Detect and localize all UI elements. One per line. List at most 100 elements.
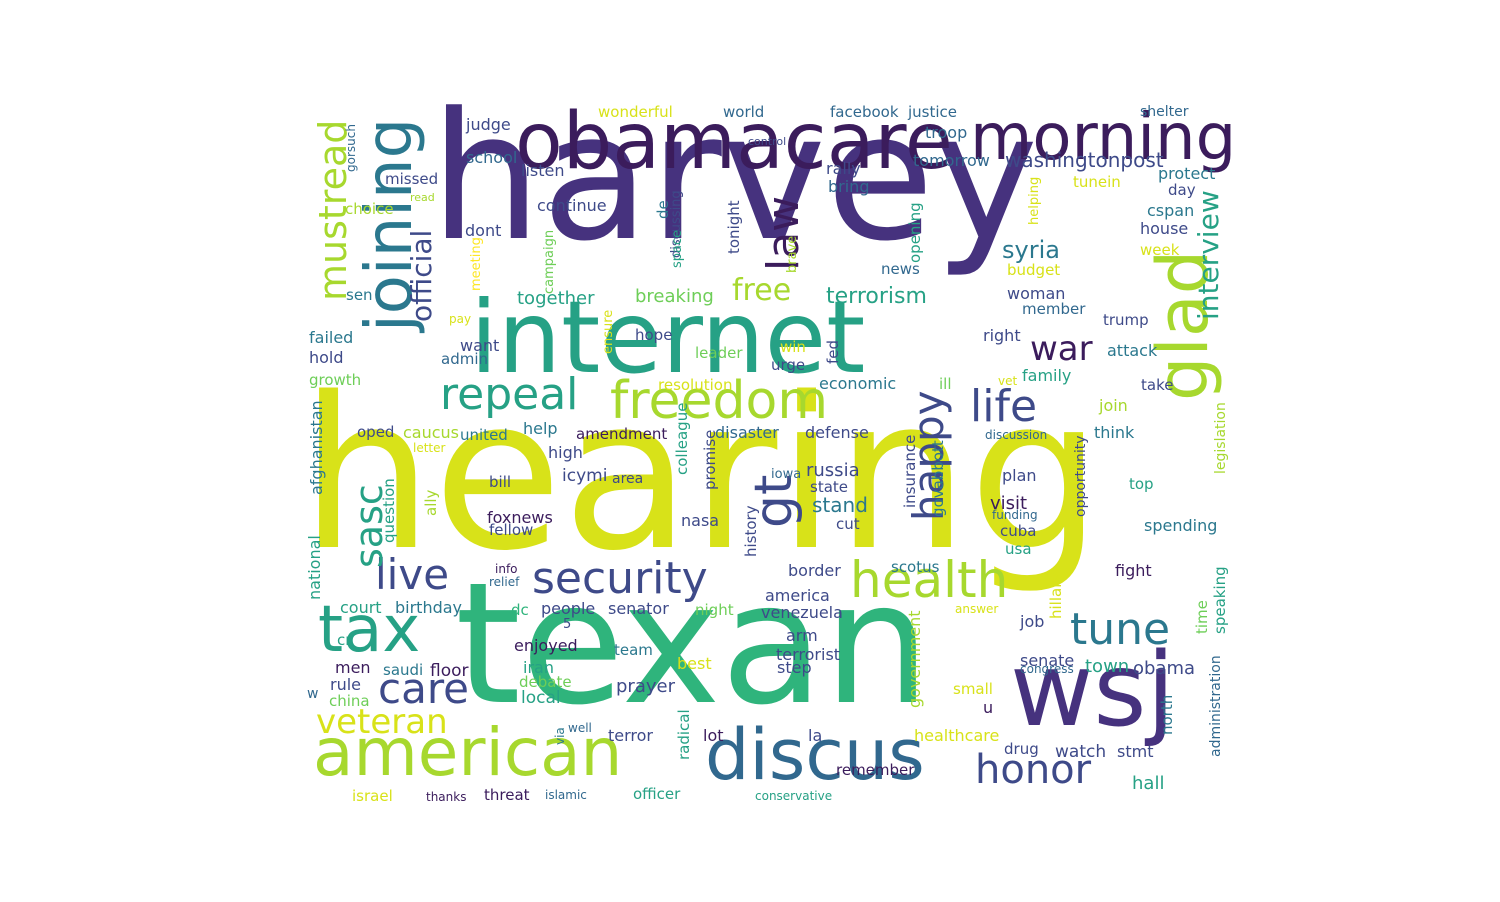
word-local: local	[521, 688, 561, 708]
word-terrorist: terrorist	[776, 645, 841, 664]
word-china: china	[329, 692, 370, 710]
word-iran: iran	[523, 658, 554, 677]
word-govabbott: govabbott	[929, 440, 947, 517]
word-texan: texan	[455, 546, 931, 742]
word-watch: watch	[1055, 742, 1107, 762]
word-war: war	[1030, 329, 1093, 369]
word-islamic: islamic	[545, 788, 587, 802]
word-men: men	[335, 658, 371, 677]
word-senate: senate	[1020, 651, 1075, 670]
word-insurance: insurance	[901, 434, 919, 508]
word-american: american	[313, 714, 623, 791]
word-birthday: birthday	[395, 598, 463, 617]
word-nasa: nasa	[681, 511, 720, 530]
word-oped: oped	[357, 423, 395, 441]
word-promise: promise	[701, 429, 719, 490]
word-world: world	[723, 103, 765, 121]
word-lot: lot	[703, 726, 724, 745]
word-floor: floor	[430, 661, 469, 681]
word-high: high	[548, 443, 583, 462]
word-hillary: hillary	[1047, 572, 1065, 619]
word-congress: congress	[1020, 662, 1074, 676]
word-stand: stand	[812, 493, 868, 517]
word-trump: trump	[1103, 311, 1149, 329]
word-take: take	[1141, 376, 1174, 394]
word-administration: administration	[1208, 655, 1224, 757]
word-week: week	[1140, 241, 1180, 259]
word-bill: bill	[489, 473, 512, 491]
word-night: night	[695, 601, 734, 619]
word-area: area	[612, 471, 644, 487]
word-campaign: campaign	[542, 229, 557, 294]
word-win: win	[780, 338, 806, 356]
word-hold: hold	[309, 348, 344, 367]
word-letter: letter	[413, 441, 446, 455]
word-united: united	[460, 426, 508, 444]
word-resolution: resolution	[658, 376, 733, 394]
word-hope: hope	[635, 326, 673, 344]
word-scotus: scotus	[891, 558, 940, 576]
word-step: step	[777, 658, 812, 677]
word-north: north	[1158, 694, 1176, 735]
word-life: life	[970, 381, 1038, 432]
word-growth: growth	[309, 371, 362, 389]
word-harvey: harvey	[430, 75, 1039, 280]
word-officer: officer	[633, 785, 681, 803]
word-best: best	[677, 654, 712, 673]
word-urge: urge	[771, 356, 806, 374]
word-hearing: hearing	[300, 352, 1103, 597]
word-missed: missed	[385, 170, 439, 188]
word-obama: obama	[1133, 658, 1196, 679]
word-remember: remember	[836, 761, 915, 779]
word-drug: drug	[1004, 740, 1039, 758]
word-government: government	[905, 610, 924, 708]
word-judge: judge	[466, 115, 511, 134]
word-sen: sen	[346, 286, 373, 304]
word-funding: funding	[992, 508, 1038, 522]
word-team: team	[614, 641, 653, 659]
word-venezuela: venezuela	[761, 603, 843, 622]
word-defense: defense	[805, 423, 869, 442]
word-radical: radical	[675, 709, 693, 760]
word-member: member	[1022, 300, 1086, 318]
word-history: history	[742, 505, 760, 557]
word-health: health	[850, 551, 1009, 609]
word-opportunity: opportunity	[1073, 435, 1089, 517]
word-state: state	[810, 478, 848, 496]
word-rule: rule	[330, 675, 362, 694]
word-senator: senator	[608, 599, 669, 618]
word-terror: terror	[608, 726, 654, 745]
word-answer: answer	[955, 602, 999, 616]
word-amendment: amendment	[576, 425, 668, 443]
word-interview: interview	[1192, 190, 1225, 320]
word-obamacare: obamacare	[515, 97, 953, 187]
word-cut: cut	[836, 515, 860, 533]
word-pay: pay	[449, 312, 472, 326]
word-usa: usa	[1005, 540, 1032, 558]
word-u: u	[983, 698, 994, 717]
word-internet: internet	[470, 279, 866, 396]
word-via: via	[553, 727, 567, 745]
word-think: think	[1094, 423, 1135, 442]
word-repeal: repeal	[440, 369, 579, 420]
word-news: news	[881, 260, 920, 278]
word-w: w	[307, 686, 319, 702]
word-fellow: fellow	[489, 521, 534, 539]
word-economic: economic	[819, 374, 897, 393]
word-healthcare: healthcare	[914, 726, 1000, 745]
word-russia: russia	[806, 460, 860, 481]
word-israel: israel	[352, 787, 393, 805]
word-5: 5	[563, 617, 572, 632]
word-tax: tax	[318, 593, 421, 667]
word-well: well	[568, 721, 592, 735]
word-debate: debate	[519, 673, 572, 691]
word-border: border	[788, 561, 841, 580]
word-court: court	[340, 598, 382, 617]
word-meeting: meeting	[469, 237, 484, 291]
word-fight: fight	[1115, 561, 1152, 580]
word-speaking: speaking	[1211, 566, 1229, 634]
word-join: join	[1099, 396, 1128, 415]
word-tunein: tunein	[1073, 173, 1121, 191]
word-cspan: cspan	[1147, 201, 1195, 220]
word-rally: rally	[826, 159, 861, 178]
